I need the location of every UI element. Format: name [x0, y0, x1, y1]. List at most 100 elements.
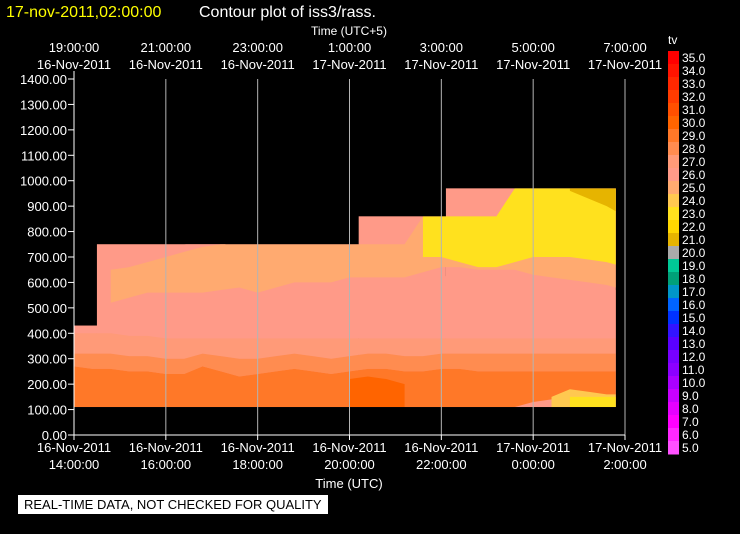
contour-band-30 [349, 376, 405, 408]
bottom-tick-time: 2:00:00 [603, 457, 646, 472]
top-axis-label: Time (UTC+5) [311, 24, 387, 38]
top-tick-time: 23:00:00 [232, 40, 283, 55]
legend-level-label: 35.0 [682, 51, 706, 65]
bottom-tick-date: 16-Nov-2011 [404, 440, 478, 455]
legend-level-label: 17.0 [682, 285, 706, 299]
top-tick-date: 17-Nov-2011 [312, 57, 386, 72]
legend-level-label: 8.0 [682, 402, 699, 416]
bottom-tick-date: 16-Nov-2011 [37, 440, 111, 455]
y-tick-label: 200.00 [27, 377, 67, 392]
y-tick-label: 100.00 [27, 403, 67, 418]
bottom-tick-time: 14:00:00 [49, 457, 100, 472]
legend-level-label: 13.0 [682, 337, 706, 351]
legend-swatch [668, 129, 679, 143]
y-tick-label: 1100.00 [21, 148, 67, 163]
legend-swatch [668, 285, 679, 299]
legend-level-label: 32.0 [682, 90, 706, 104]
legend-level-label: 26.0 [682, 168, 706, 182]
bottom-axis-label: Time (UTC) [315, 476, 382, 491]
y-tick-label: 300.00 [27, 352, 67, 367]
legend-swatch [668, 246, 679, 260]
legend-level-label: 27.0 [682, 155, 706, 169]
bottom-tick-date: 16-Nov-2011 [129, 440, 203, 455]
legend-swatch [668, 90, 679, 104]
top-tick-date: 17-Nov-2011 [404, 57, 478, 72]
legend-level-label: 20.0 [682, 246, 706, 260]
legend-swatch [668, 298, 679, 312]
plot-title: Contour plot of iss3/rass. [199, 4, 376, 21]
legend-swatch [668, 376, 679, 390]
contour-band-29 [74, 366, 616, 408]
legend-level-label: 11.0 [682, 363, 705, 377]
legend-level-label: 16.0 [682, 298, 706, 312]
legend-level-label: 28.0 [682, 142, 706, 156]
legend-level-label: 29.0 [682, 129, 706, 143]
legend-level-label: 6.0 [682, 428, 699, 442]
top-tick-date: 17-Nov-2011 [496, 57, 570, 72]
legend-swatch [668, 311, 679, 325]
legend-level-label: 19.0 [682, 259, 706, 273]
contour-band-23 [569, 396, 616, 408]
legend-level-label: 5.0 [682, 441, 699, 455]
top-tick-date: 16-Nov-2011 [221, 57, 295, 72]
axes-layer: 1400.00 1300.00 1200.00 1100.00 1000.00 900.0… [20, 40, 662, 472]
y-tick-label: 0.00 [42, 428, 67, 443]
top-tick-time: 19:00:00 [49, 40, 100, 55]
legend-level-label: 14.0 [682, 324, 706, 338]
contour-bands [74, 188, 616, 408]
bottom-tick-date: 17-Nov-2011 [496, 440, 570, 455]
top-tick-time: 21:00:00 [141, 40, 192, 55]
legend-swatch [668, 194, 679, 208]
bottom-tick-date: 17-Nov-2011 [588, 440, 662, 455]
top-tick-time: 1:00:00 [328, 40, 371, 55]
contour-band-28 [74, 353, 616, 377]
legend-level-label: 15.0 [682, 311, 706, 325]
top-tick-date: 16-Nov-2011 [129, 57, 203, 72]
legend-swatch [668, 233, 679, 247]
legend-swatch [668, 428, 679, 442]
legend-swatch [668, 402, 679, 416]
y-tick-label: 400.00 [27, 326, 67, 341]
legend-swatch [668, 272, 679, 286]
top-tick-date: 17-Nov-2011 [588, 57, 662, 72]
y-tick-label: 700.00 [27, 250, 67, 265]
top-tick-date: 16-Nov-2011 [37, 57, 111, 72]
bottom-tick-time: 22:00:00 [416, 457, 467, 472]
plot-timestamp: 17-nov-2011,02:00:00 [6, 4, 161, 21]
bottom-tick-date: 16-Nov-2011 [312, 440, 386, 455]
legend-swatch [668, 77, 679, 91]
legend-level-label: 33.0 [682, 77, 706, 91]
legend-swatch [668, 441, 679, 455]
legend-swatch [668, 64, 679, 78]
y-tick-label: 1400.00 [20, 72, 67, 87]
y-tick-label: 500.00 [27, 301, 67, 316]
legend-swatch [668, 181, 679, 195]
legend-level-label: 7.0 [682, 415, 699, 429]
legend-level-label: 25.0 [682, 181, 706, 195]
legend-swatch [668, 116, 679, 130]
y-tick-label: 800.00 [27, 225, 67, 240]
legend-swatch [668, 103, 679, 117]
top-tick-time: 3:00:00 [420, 40, 463, 55]
legend-swatch [668, 324, 679, 338]
colorbar-legend: tv 35.034.033.032.031.030.029.028.027.026… [668, 33, 706, 455]
contour-band-22 [569, 188, 616, 212]
legend-level-label: 30.0 [682, 116, 706, 130]
bottom-tick-date: 16-Nov-2011 [221, 440, 295, 455]
contour-band-27 [74, 333, 616, 359]
legend-swatch [668, 337, 679, 351]
legend-level-label: 18.0 [682, 272, 706, 286]
y-tick-label: 900.00 [27, 199, 67, 214]
legend-swatch [668, 142, 679, 156]
legend-level-label: 31.0 [682, 103, 706, 117]
bottom-tick-time: 18:00:00 [232, 457, 283, 472]
legend-swatch [668, 415, 679, 429]
legend-level-label: 12.0 [682, 350, 706, 364]
legend-swatch [668, 350, 679, 364]
legend-swatch [668, 220, 679, 234]
top-tick-time: 7:00:00 [603, 40, 646, 55]
y-tick-label: 600.00 [27, 275, 67, 290]
legend-level-label: 10.0 [682, 376, 706, 390]
bottom-tick-time: 0:00:00 [511, 457, 554, 472]
